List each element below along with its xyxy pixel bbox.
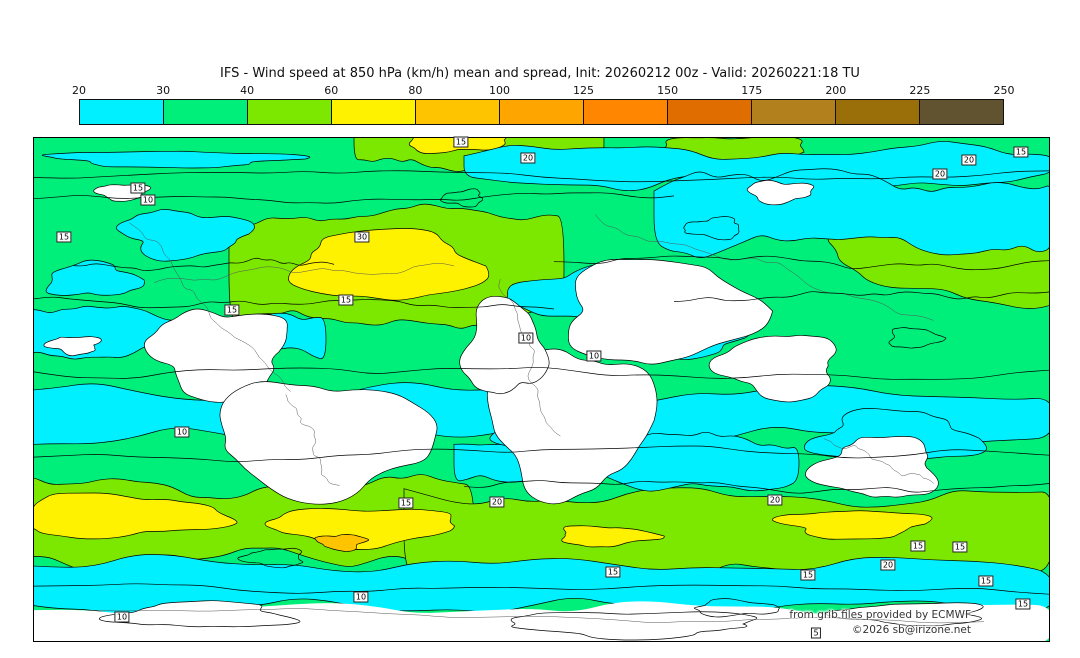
- map-shape: [43, 336, 102, 357]
- attribution-source: from grib files provided by ECMWF: [789, 609, 971, 621]
- colorbar-segment: [751, 100, 835, 124]
- colorbar-segment: [499, 100, 583, 124]
- map-shape: [439, 188, 484, 208]
- map-shape: [34, 296, 555, 310]
- map-shape: [73, 257, 335, 271]
- colorbar-segment: [331, 100, 415, 124]
- colorbar-segment: [835, 100, 919, 124]
- map-shape: [463, 480, 1049, 494]
- attribution-copyright: ©2026 sb@irizone.net: [852, 624, 971, 636]
- map-shape: [34, 583, 1049, 595]
- map-shape: [314, 534, 370, 552]
- map-shape: [34, 492, 238, 540]
- colorbar-tick: 175: [741, 84, 763, 97]
- colorbar-tick: 30: [156, 84, 171, 97]
- map-shape: [510, 611, 758, 641]
- map-shape: [41, 150, 311, 169]
- map-shape: [693, 598, 781, 618]
- map-shape: [219, 381, 438, 505]
- map-shape: [93, 608, 985, 624]
- map-shape: [463, 141, 1049, 192]
- chart-title: IFS - Wind speed at 850 hPa (km/h) mean …: [220, 66, 860, 81]
- colorbar-segment: [919, 100, 1003, 124]
- map-shape: [568, 259, 773, 365]
- map-shape: [115, 208, 255, 262]
- map-shape: [45, 259, 145, 296]
- map-shape: [772, 510, 933, 540]
- map-shape: [99, 600, 301, 628]
- map-shape: [683, 216, 740, 241]
- wind-map-svg: [34, 138, 1049, 641]
- map-shape: [708, 335, 837, 403]
- colorbar-tick: 100: [488, 84, 510, 97]
- colorbar-tick: 60: [324, 84, 339, 97]
- map-shape: [264, 508, 456, 550]
- map-shape: [459, 295, 550, 395]
- colorbar-tick: 125: [573, 84, 595, 97]
- map-shape: [674, 291, 1049, 302]
- map-shape: [561, 525, 665, 548]
- map-shape: [237, 547, 304, 569]
- colorbar-tick: 150: [657, 84, 679, 97]
- map-shape: [824, 602, 984, 627]
- colorbar-segment: [247, 100, 331, 124]
- map-shape: [288, 228, 490, 301]
- colorbar-segment: [667, 100, 751, 124]
- map-shape: [553, 255, 1049, 271]
- map-shape: [498, 279, 561, 437]
- colorbar-tick: 40: [240, 84, 255, 97]
- colorbar-segment: [583, 100, 667, 124]
- map-shape: [594, 214, 934, 321]
- map-shape: [34, 170, 1049, 183]
- attribution: from grib files provided by ECMWF ©2026 …: [789, 608, 971, 638]
- colorbar-tick: 80: [408, 84, 423, 97]
- colorbar-scale: [79, 99, 1004, 125]
- map-shape: [888, 327, 947, 349]
- map-shape: [823, 438, 934, 484]
- map-shape: [34, 367, 1049, 380]
- colorbar-tick: 200: [825, 84, 847, 97]
- colorbar: 20 30 40 60 80 100 125 150 175 200 225 250: [72, 84, 1015, 125]
- colorbar-segment: [163, 100, 247, 124]
- map-shape: [129, 222, 291, 392]
- colorbar-segment: [415, 100, 499, 124]
- map-shape: [34, 445, 1049, 462]
- map-shape: [285, 394, 340, 486]
- world-wind-map: 15 20 20 15 20 15 10 15 30 15 15 10 10 10 15 20 20 15 15 15…: [33, 136, 1050, 642]
- map-shape: [486, 348, 658, 505]
- map-shape: [805, 436, 939, 498]
- colorbar-segment: [80, 100, 163, 124]
- map-shape: [746, 179, 815, 206]
- colorbar-tick: 225: [909, 84, 931, 97]
- colorbar-tick: 20: [72, 84, 86, 97]
- colorbar-tick: 250: [993, 84, 1015, 97]
- colorbar-tick-labels: 20 30 40 60 80 100 125 150 175 200 225 250: [72, 84, 1015, 98]
- map-shape: [154, 263, 455, 283]
